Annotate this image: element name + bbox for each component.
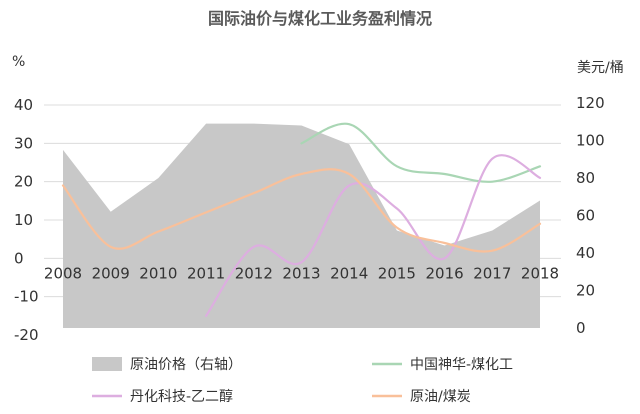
legend-label: 丹化科技-乙二醇 xyxy=(130,388,233,405)
right-tick-label: 80 xyxy=(576,169,595,187)
x-tick-label: 2016 xyxy=(426,264,464,282)
left-tick-label: 30 xyxy=(14,134,33,152)
left-tick-label: 10 xyxy=(14,211,33,229)
legend-item: 中国神华-煤化工 xyxy=(372,357,513,373)
legend-item: 原油价格（右轴） xyxy=(92,357,242,373)
legend-item: 原油/煤炭 xyxy=(372,389,471,405)
area-layer xyxy=(63,123,540,328)
x-tick-label: 2008 xyxy=(44,264,82,282)
right-tick-label: 120 xyxy=(576,94,605,112)
right-tick-label: 20 xyxy=(576,282,595,300)
x-tick-label: 2013 xyxy=(282,264,320,282)
legend-item: 丹化科技-乙二醇 xyxy=(92,388,233,405)
right-tick-label: 40 xyxy=(576,244,595,262)
x-tick-label: 2009 xyxy=(92,264,130,282)
x-axis: 2008 2009 2010 2011 2012 2013 2014 2015 2016 2017… xyxy=(44,264,559,282)
line-layer xyxy=(61,122,542,317)
left-tick-label: -20 xyxy=(14,326,39,344)
legend-swatch xyxy=(92,357,122,371)
legend-label: 中国神华-煤化工 xyxy=(410,357,513,373)
left-tick-label: 40 xyxy=(14,96,33,114)
left-tick-label: -10 xyxy=(14,288,39,306)
series-line-danhua-ethylene-glycol xyxy=(205,154,542,317)
series-line-shenhua-coal-chemical xyxy=(300,122,542,183)
x-tick-label: 2017 xyxy=(473,264,511,282)
legend-label: 原油价格（右轴） xyxy=(130,357,242,373)
chart-title: 国际油价与煤化工业务盈利情况 xyxy=(208,9,432,28)
right-tick-label: 100 xyxy=(576,132,605,150)
series-line-oil-coal-ratio xyxy=(61,168,542,253)
right-tick-label: 0 xyxy=(576,319,586,337)
x-tick-label: 2015 xyxy=(378,264,416,282)
legend-label: 原油/煤炭 xyxy=(410,389,471,405)
right-tick-label: 60 xyxy=(576,207,595,225)
x-tick-label: 2014 xyxy=(330,264,368,282)
x-tick-label: 2018 xyxy=(521,264,559,282)
right-axis-unit: 美元/桶 xyxy=(577,60,624,76)
left-axis: -20 -10 0 10 20 30 40 xyxy=(14,96,39,344)
right-axis: 0 20 40 60 80 100 120 xyxy=(576,94,605,337)
left-tick-label: 0 xyxy=(14,249,24,267)
series-area-crude-oil-price xyxy=(63,123,540,328)
x-tick-label: 2012 xyxy=(235,264,273,282)
x-tick-label: 2010 xyxy=(139,264,177,282)
x-tick-label: 2011 xyxy=(187,264,225,282)
left-axis-unit: % xyxy=(12,54,25,70)
left-tick-label: 20 xyxy=(14,173,33,191)
